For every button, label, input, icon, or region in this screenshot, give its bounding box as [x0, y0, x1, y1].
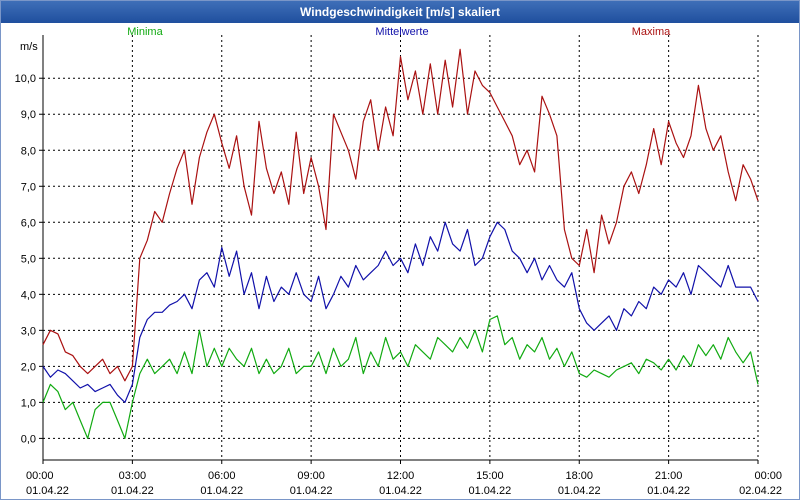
x-tick-label-date: 01.04.22 [200, 485, 243, 497]
legend-mittelwerte: Mittelwerte [375, 26, 428, 38]
x-tick-label-time: 06:00 [208, 470, 236, 482]
x-tick-label-date: 01.04.22 [111, 485, 154, 497]
x-tick-label-date: 02.04.22 [739, 485, 782, 497]
y-axis-label: m/s [20, 41, 38, 53]
x-tick-label-time: 09:00 [297, 470, 325, 482]
series-line-minima [42, 315, 759, 439]
title-bar: Windgeschwindigkeit [m/s] skaliert [1, 1, 799, 23]
x-tick-label-time: 03:00 [119, 470, 147, 482]
legend-minima: Minima [127, 26, 163, 38]
x-tick-label-time: 00:00 [754, 470, 782, 482]
series-line-maxima [42, 48, 759, 382]
legend-maxima: Maxima [632, 26, 671, 38]
y-tick-label: 1,0 [21, 397, 36, 409]
x-tick-label-time: 15:00 [476, 470, 504, 482]
x-tick-label-date: 01.04.22 [468, 485, 511, 497]
x-tick-label-time: 21:00 [655, 470, 683, 482]
y-tick-label: 3,0 [21, 325, 36, 337]
y-tick-label: 5,0 [21, 253, 36, 265]
series-line-mittelwerte [42, 221, 759, 403]
y-tick-label: 0,0 [21, 433, 36, 445]
x-tick-label-date: 01.04.22 [379, 485, 422, 497]
x-tick-label-date: 01.04.22 [290, 485, 333, 497]
y-tick-label: 4,0 [21, 289, 36, 301]
x-tick-label-time: 18:00 [565, 470, 593, 482]
x-tick-label-date: 01.04.22 [647, 485, 690, 497]
x-tick-label-date: 01.04.22 [558, 485, 601, 497]
y-tick-label: 10,0 [15, 73, 36, 85]
x-tick-label-time: 00:00 [26, 470, 54, 482]
x-tick-label-date: 01.04.22 [26, 485, 69, 497]
y-tick-label: 8,0 [21, 145, 36, 157]
y-tick-label: 7,0 [21, 181, 36, 193]
y-tick-label: 6,0 [21, 217, 36, 229]
y-tick-label: 9,0 [21, 109, 36, 121]
y-tick-label: 2,0 [21, 361, 36, 373]
x-tick-label-time: 12:00 [387, 470, 415, 482]
